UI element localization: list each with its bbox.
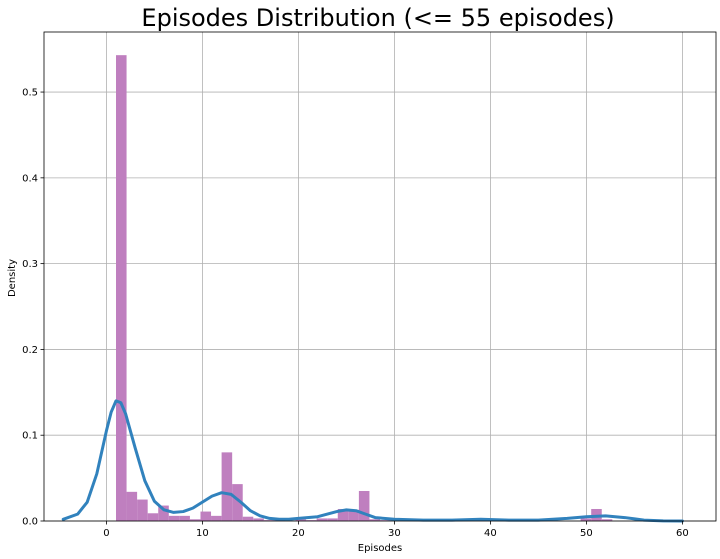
histogram-bar bbox=[242, 516, 254, 521]
kde-layer bbox=[61, 399, 684, 523]
y-tick-label: 0.3 bbox=[22, 259, 38, 270]
histogram-bar bbox=[263, 520, 275, 521]
kde-curve bbox=[61, 399, 684, 523]
histogram-bar bbox=[221, 452, 233, 521]
histogram-bar bbox=[253, 518, 264, 521]
x-tick-label: 0 bbox=[103, 528, 109, 539]
histogram-bar bbox=[126, 491, 138, 521]
histogram-bar bbox=[168, 515, 180, 521]
y-tick-label: 0.4 bbox=[22, 173, 38, 184]
histogram-bar bbox=[348, 509, 359, 521]
grid bbox=[44, 32, 716, 522]
histogram-bar bbox=[295, 519, 307, 521]
histogram-bar bbox=[306, 520, 317, 521]
x-tick-label: 30 bbox=[388, 528, 401, 539]
y-tick-label: 0.2 bbox=[22, 345, 38, 356]
y-tick-label: 0.1 bbox=[22, 431, 38, 442]
histogram-bar bbox=[158, 505, 169, 521]
histogram-bar bbox=[327, 518, 338, 521]
y-axis-label: Density bbox=[7, 259, 18, 297]
x-tick-label: 40 bbox=[484, 528, 497, 539]
x-axis-ticks: 0 10 20 30 40 50 60 bbox=[103, 521, 689, 539]
histogram-bars bbox=[116, 55, 613, 522]
histogram-bar bbox=[200, 511, 212, 521]
histogram-bar bbox=[211, 515, 222, 521]
histogram-bar bbox=[189, 519, 201, 521]
y-tick-label: 0.0 bbox=[22, 517, 38, 528]
histogram-bar bbox=[232, 484, 243, 521]
plot-frame bbox=[43, 31, 717, 522]
y-tick-label: 0.5 bbox=[22, 88, 38, 99]
histogram-bar bbox=[380, 520, 391, 521]
histogram-bar bbox=[337, 508, 349, 521]
y-axis-ticks: 0.0 0.1 0.2 0.3 0.4 0.5 bbox=[22, 88, 44, 528]
histogram-bar bbox=[316, 518, 328, 521]
histogram-bar bbox=[369, 519, 380, 521]
x-tick-label: 10 bbox=[196, 528, 209, 539]
histogram-bar bbox=[137, 499, 148, 521]
x-axis-label: Episodes bbox=[358, 543, 402, 554]
histogram-bar bbox=[358, 490, 370, 521]
x-tick-label: 50 bbox=[580, 528, 593, 539]
chart-title: Episodes Distribution (<= 55 episodes) bbox=[141, 4, 614, 32]
histogram-bar bbox=[601, 519, 613, 521]
histogram-bar bbox=[116, 55, 127, 522]
histogram-bar bbox=[147, 513, 159, 521]
histogram-bar bbox=[580, 518, 592, 521]
histogram-bar bbox=[179, 515, 190, 521]
x-tick-label: 60 bbox=[676, 528, 689, 539]
x-tick-label: 20 bbox=[292, 528, 305, 539]
